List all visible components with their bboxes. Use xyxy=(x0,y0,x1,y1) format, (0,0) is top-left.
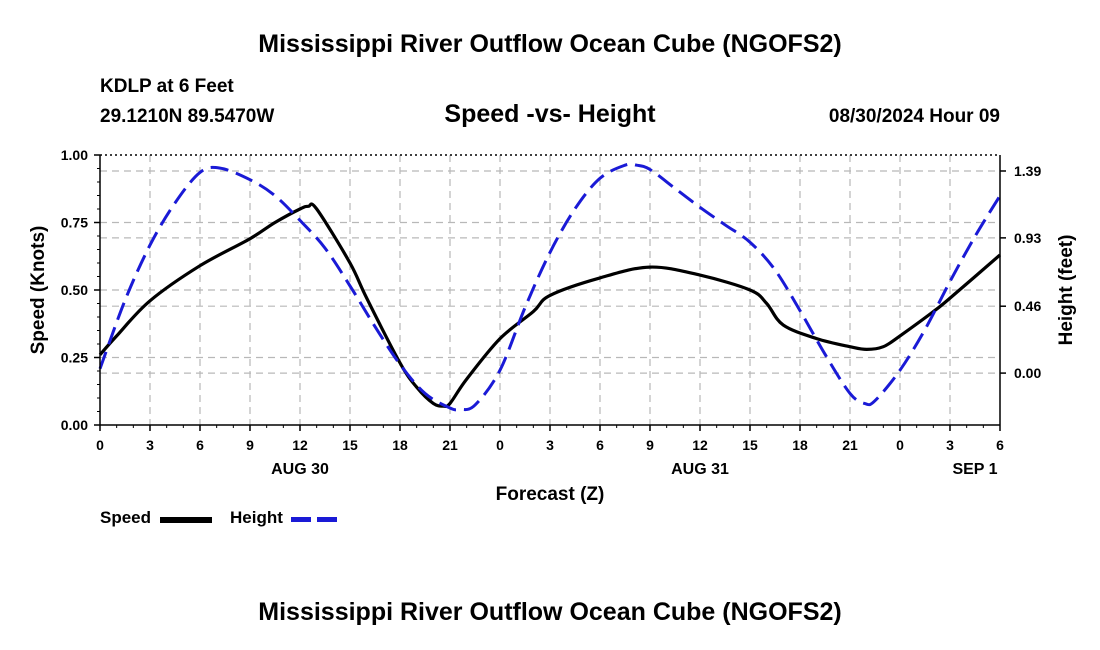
x-tick-label: 6 xyxy=(596,437,604,453)
x-tick-label: 0 xyxy=(496,437,504,453)
y2-tick-label: 0.93 xyxy=(1014,230,1041,246)
y2-tick-label: 0.46 xyxy=(1014,298,1041,314)
y-tick-label: 0.25 xyxy=(61,350,88,366)
series-line-height xyxy=(98,162,1002,412)
footer-title: Mississippi River Outflow Ocean Cube (NG… xyxy=(258,598,842,626)
y2-axis-title: Height (feet) xyxy=(1056,235,1077,346)
x-tick-label: 12 xyxy=(692,437,708,453)
y-tick-label: 0.50 xyxy=(61,282,88,298)
page-title: Mississippi River Outflow Ocean Cube (NG… xyxy=(258,30,842,58)
y-tick-label: 0.00 xyxy=(61,417,88,433)
date-label: AUG 31 xyxy=(671,461,729,478)
chart-subtitle: Speed -vs- Height xyxy=(444,100,656,128)
x-tick-label: 3 xyxy=(146,437,154,453)
x-tick-label: 3 xyxy=(946,437,954,453)
date-label: SEP 1 xyxy=(952,461,997,478)
x-tick-label: 18 xyxy=(392,437,408,453)
x-axis-title: Forecast (Z) xyxy=(496,484,605,505)
legend-speed-label: Speed xyxy=(100,508,152,527)
x-tick-label: 6 xyxy=(996,437,1004,453)
axes xyxy=(94,154,1006,431)
axis-labels: 0.00 0.25 0.50 0.75 1.00 0.00 0.46 0.93 1.39 0 3 6 9… xyxy=(28,147,1077,505)
legend-speed-swatch xyxy=(160,517,212,523)
x-tick-label: 9 xyxy=(646,437,654,453)
legend-height-label: Height xyxy=(230,508,283,527)
y-tick-label: 0.75 xyxy=(61,215,88,231)
x-tick-label: 18 xyxy=(792,437,808,453)
x-tick-label: 21 xyxy=(842,437,858,453)
x-tick-label: 15 xyxy=(342,437,358,453)
y2-tick-label: 0.00 xyxy=(1014,365,1041,381)
timestamp-label: 08/30/2024 Hour 09 xyxy=(828,106,1000,127)
x-tick-label: 6 xyxy=(196,437,204,453)
series-line-speed xyxy=(98,202,1002,409)
station-label: KDLP at 6 Feet xyxy=(100,76,234,97)
y2-tick-label: 1.39 xyxy=(1014,163,1041,179)
y-axis-title: Speed (Knots) xyxy=(28,226,49,355)
x-tick-label: 3 xyxy=(546,437,554,453)
x-tick-label: 21 xyxy=(442,437,458,453)
date-label: AUG 30 xyxy=(271,461,329,478)
x-tick-label: 0 xyxy=(96,437,104,453)
coordinates-label: 29.1210N 89.5470W xyxy=(100,106,275,127)
x-tick-label: 15 xyxy=(742,437,758,453)
y-tick-label: 1.00 xyxy=(61,147,88,163)
x-tick-label: 12 xyxy=(292,437,308,453)
x-tick-label: 0 xyxy=(896,437,904,453)
grid-lines xyxy=(100,155,1000,425)
series-layer xyxy=(98,162,1002,412)
legend-height-swatch xyxy=(291,517,343,522)
x-tick-label: 9 xyxy=(246,437,254,453)
